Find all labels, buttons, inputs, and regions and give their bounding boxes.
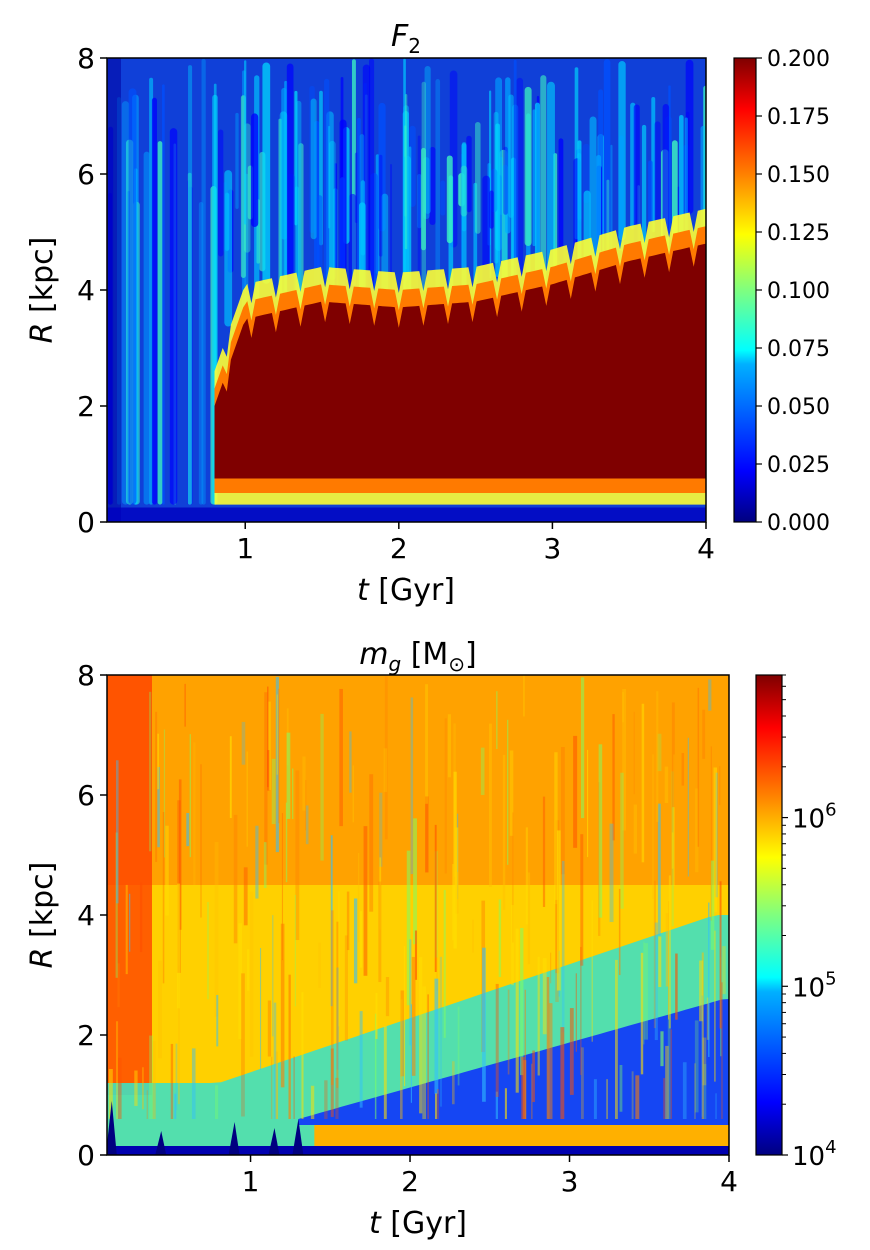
panel-f2-colorbar-gradient [733, 57, 757, 523]
panel-f2-colorbar: 0.000 0.025 0.050 0.075 0.100 0.125 0.150 0.175… [733, 47, 830, 536]
panel-f2-colorbar-tick-label: 0.050 [767, 395, 830, 420]
panel-mg-colorbar-tick-label: 105 [792, 968, 837, 1003]
panel-f2-title: F2 [391, 19, 421, 58]
panel-f2-colorbar-tick-label: 0.200 [767, 47, 830, 72]
panel-f2-colorbar-tick-label: 0.150 [767, 163, 830, 188]
panel-mg-title: mg [M⊙] [359, 637, 477, 676]
panel-f2-colorbar-tick-label: 0.175 [767, 105, 830, 130]
panel-mg-ytick-label: 8 [77, 659, 95, 692]
panel-f2-xlabel: t [Gyr] [357, 573, 455, 608]
panel-mg-ytick-label: 6 [77, 779, 95, 812]
panel-mg-colorbar-tick-label: 104 [792, 1137, 837, 1172]
panel-f2-colorbar-tick-label: 0.025 [767, 453, 830, 478]
panel-mg-ylabel: R [kpc] [25, 862, 60, 969]
panel-f2-colorbar-tick-label: 0.125 [767, 221, 830, 246]
panel-f2-ytick-label: 6 [77, 158, 95, 191]
panel-mg-ytick-label: 0 [77, 1139, 95, 1172]
panel-f2-xtick-label: 2 [390, 532, 408, 565]
panel-f2-heatmap [107, 58, 706, 522]
panel-f2-colorbar-tick-label: 0.075 [767, 337, 830, 362]
panel-mg-heatmap [107, 675, 729, 1155]
panel-mg-xlabel: t [Gyr] [369, 1206, 467, 1241]
panel-f2-ytick-label: 8 [77, 42, 95, 75]
panel-f2-ylabel: R [kpc] [25, 237, 60, 344]
panel-f2-ytick-label: 2 [77, 390, 95, 423]
panel-f2-xtick-label: 1 [236, 532, 254, 565]
panel-mg-xtick-label: 3 [561, 1165, 579, 1198]
panel-f2-colorbar-tick-label: 0.100 [767, 279, 830, 304]
panel-f2-ytick-label: 4 [77, 274, 95, 307]
panel-mg-ytick-label: 2 [77, 1019, 95, 1052]
panel-mg-xtick-label: 2 [401, 1165, 419, 1198]
panel-f2-colorbar-tick-label: 0.000 [767, 511, 830, 536]
panel-mg-ytick-label: 4 [77, 899, 95, 932]
panel-f2-xtick-label: 4 [697, 532, 715, 565]
panel-mg-colorbar: 104 105 106 [755, 674, 837, 1172]
panel-mg-colorbar-gradient [755, 674, 783, 1156]
panel-mg-xtick-label: 1 [242, 1165, 260, 1198]
panel-mg: mg [M⊙] 1 2 3 4 0 2 4 6 8 R [kpc] t [Gyr] 104 105… [25, 637, 837, 1241]
panel-mg-xtick-label: 4 [720, 1165, 738, 1198]
panel-f2-ytick-label: 0 [77, 506, 95, 539]
panel-mg-colorbar-tick-label: 106 [792, 800, 837, 835]
panel-f2-xtick-label: 3 [543, 532, 561, 565]
